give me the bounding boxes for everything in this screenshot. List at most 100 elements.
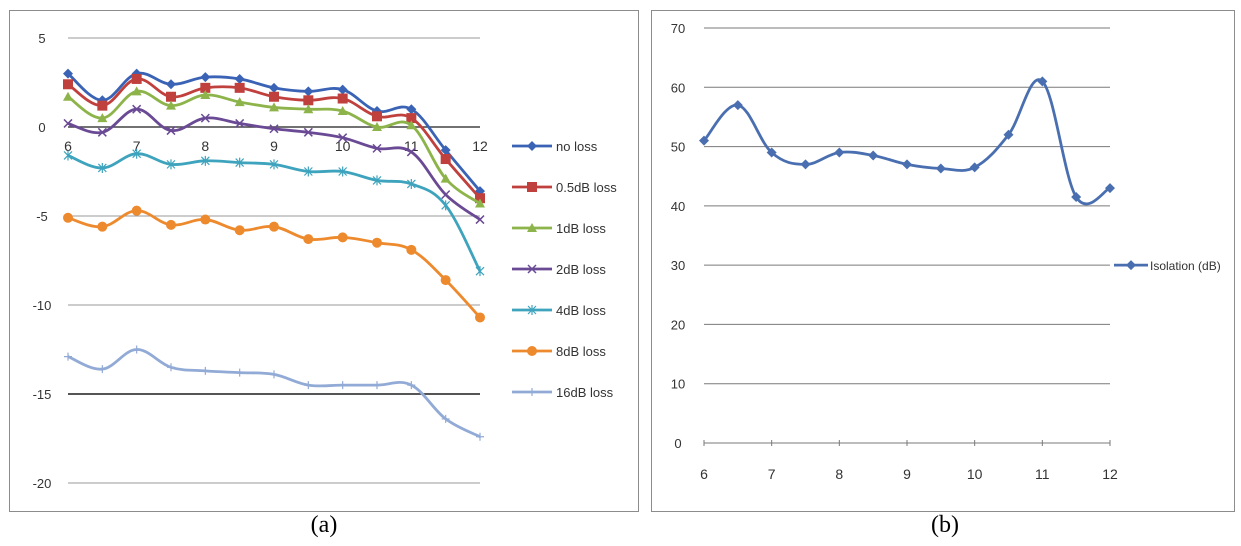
data-point bbox=[440, 173, 451, 183]
data-point bbox=[902, 159, 912, 170]
series-isolation bbox=[699, 76, 1115, 206]
data-point bbox=[834, 147, 845, 158]
data-point bbox=[372, 175, 382, 186]
data-point bbox=[372, 237, 382, 248]
data-point bbox=[166, 79, 176, 90]
data-point bbox=[131, 86, 142, 96]
data-point bbox=[131, 205, 142, 216]
data-point bbox=[166, 91, 176, 102]
y-tick-label: -15 bbox=[33, 387, 52, 402]
data-point bbox=[234, 97, 245, 107]
data-point bbox=[98, 365, 107, 374]
legend-marker bbox=[527, 182, 537, 192]
data-point bbox=[63, 68, 73, 79]
data-point bbox=[97, 221, 108, 232]
data-point bbox=[234, 225, 245, 236]
data-point bbox=[440, 154, 451, 165]
data-point bbox=[476, 432, 484, 441]
x-tick-label: 9 bbox=[903, 466, 911, 482]
data-point bbox=[63, 91, 73, 101]
data-point bbox=[63, 212, 73, 223]
data-point bbox=[303, 127, 313, 137]
data-point bbox=[166, 126, 176, 136]
legend-label: 4dB loss bbox=[556, 303, 606, 318]
data-point bbox=[337, 105, 348, 115]
data-point bbox=[200, 89, 211, 99]
x-tick-label: 9 bbox=[270, 138, 278, 154]
data-point bbox=[441, 200, 451, 211]
y-tick-label: -5 bbox=[36, 209, 48, 224]
data-point bbox=[1071, 191, 1082, 202]
series-8db-loss bbox=[63, 205, 485, 323]
caption-b: (b) bbox=[931, 512, 959, 538]
data-point bbox=[303, 86, 314, 97]
legend-label: 8dB loss bbox=[556, 344, 606, 359]
data-point bbox=[97, 100, 108, 111]
data-point bbox=[372, 122, 382, 131]
legend-marker bbox=[527, 346, 537, 356]
data-point bbox=[338, 133, 348, 143]
data-point bbox=[235, 157, 245, 168]
y-tick-label: 40 bbox=[671, 199, 685, 214]
data-point bbox=[800, 159, 811, 170]
chart-panel-a: 5 0 -5 -10 -15 -20 6 7 8 9 10 11 12 no loss 0.5dB loss… bbox=[9, 10, 639, 512]
data-point bbox=[269, 82, 279, 93]
x-tick-label: 6 bbox=[700, 466, 708, 482]
data-point bbox=[269, 159, 279, 170]
data-point bbox=[372, 143, 382, 153]
data-point bbox=[475, 215, 485, 225]
data-point bbox=[269, 124, 279, 134]
data-point bbox=[200, 113, 210, 123]
legend-item: 8dB loss bbox=[512, 344, 606, 359]
legend-label: 2dB loss bbox=[556, 262, 606, 277]
legend-marker bbox=[527, 305, 537, 315]
legend-label: 16dB loss bbox=[556, 385, 614, 400]
legend-item: 0.5dB loss bbox=[512, 180, 617, 195]
data-point bbox=[269, 102, 279, 112]
data-point bbox=[235, 368, 244, 377]
series-16db-loss bbox=[64, 345, 484, 441]
data-point bbox=[167, 363, 175, 372]
series-line bbox=[702, 78, 1111, 206]
y-tick-label: -10 bbox=[33, 298, 52, 313]
data-point bbox=[868, 150, 879, 161]
y-tick-label: -20 bbox=[33, 476, 52, 491]
data-point bbox=[1037, 76, 1048, 87]
legend-item: 4dB loss bbox=[512, 303, 606, 318]
data-point bbox=[303, 166, 313, 177]
data-point bbox=[406, 104, 417, 115]
y-tick-label: 70 bbox=[671, 21, 685, 36]
data-point bbox=[132, 148, 142, 159]
data-point bbox=[234, 73, 245, 84]
data-point bbox=[304, 381, 313, 390]
data-point bbox=[234, 82, 245, 93]
y-tick-label: 0 bbox=[674, 436, 681, 451]
x-tick-label: 10 bbox=[967, 466, 983, 482]
data-point bbox=[337, 84, 348, 95]
data-point bbox=[475, 198, 485, 208]
data-point bbox=[166, 100, 176, 110]
x-tick-label: 6 bbox=[64, 138, 72, 154]
data-point bbox=[372, 111, 382, 122]
data-point bbox=[440, 145, 451, 156]
x-tick-label: 8 bbox=[835, 466, 843, 482]
data-point bbox=[337, 93, 348, 104]
legend-item: 2dB loss bbox=[512, 262, 606, 277]
x-tick-label: 7 bbox=[133, 138, 141, 154]
data-point bbox=[235, 118, 245, 128]
data-point bbox=[269, 91, 279, 102]
data-point bbox=[166, 159, 176, 170]
data-point bbox=[200, 155, 210, 166]
data-point bbox=[732, 100, 743, 111]
data-point bbox=[440, 275, 451, 286]
legend-label: 1dB loss bbox=[556, 221, 606, 236]
data-point bbox=[97, 127, 107, 137]
x-tick-label: 11 bbox=[1035, 466, 1050, 482]
series-no-loss bbox=[63, 68, 485, 197]
data-point bbox=[132, 104, 142, 114]
data-point bbox=[131, 73, 142, 84]
data-point bbox=[1105, 183, 1115, 194]
x-tick-label: 12 bbox=[1102, 466, 1118, 482]
x-tick-label: 7 bbox=[768, 466, 776, 482]
